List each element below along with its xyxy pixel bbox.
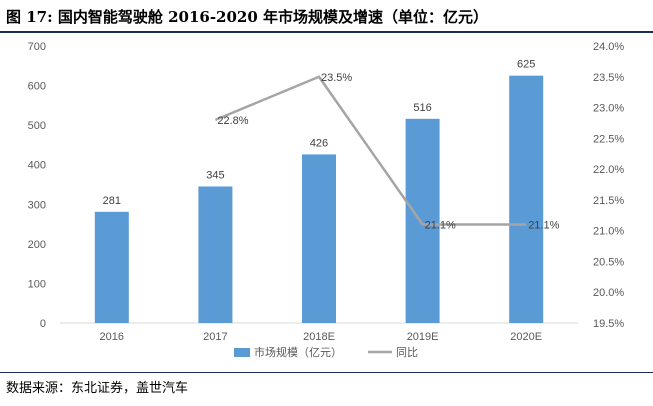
line-data-label: 21.1% [425,220,456,232]
bar-data-label: 345 [206,169,224,181]
x-tick-label: 2018E [303,331,335,343]
y-left-tick-label: 0 [40,318,46,330]
bar-data-label: 625 [517,59,535,71]
y-right-tick-label: 20.0% [593,287,624,299]
y-left-tick-label: 200 [28,239,46,251]
legend-label-bar: 市场规模（亿元） [254,345,342,359]
y-left-tick-label: 700 [28,41,46,53]
y-right-tick-label: 23.5% [593,72,624,84]
bar [509,75,544,323]
data-source: 数据来源：东北证券，盖世汽车 [6,381,189,396]
y-left-tick-label: 100 [28,278,46,290]
legend-swatch-bar [234,348,250,357]
line-data-label: 23.5% [321,72,352,84]
legend-label-line: 同比 [396,346,418,359]
x-tick-label: 2020E [510,331,542,343]
x-tick-label: 2016 [100,331,124,343]
figure-title: 图 17: 国内智能驾驶舱 2016-2020 年市场规模及增速（单位：亿元） [6,8,489,26]
y-left-tick-label: 300 [28,199,46,211]
y-right-tick-label: 19.5% [593,318,624,330]
y-left-tick-label: 500 [28,120,46,132]
y-right-tick-label: 22.5% [593,133,624,145]
y-right-tick-label: 21.5% [593,195,624,207]
bar [94,211,129,323]
combo-chart: 0 100 200 300 400 500 600 700 19.5% 20.0% 20.5% 21.… [28,41,625,359]
bar-data-label: 516 [413,102,431,114]
bar [405,118,440,323]
chart-area: 0 100 200 300 400 500 600 700 19.5% 20.0% 20.5% 21.… [0,34,653,370]
bottom-rule [0,372,653,373]
y-left-tick-label: 600 [28,81,46,93]
x-tick-label: 2017 [203,331,227,343]
bar [198,186,233,323]
y-left-tick-label: 400 [28,160,46,172]
line-yoy [214,75,527,226]
bar-data-label: 426 [310,137,328,149]
y-right-tick-label: 21.0% [593,226,624,238]
line-data-label: 22.8% [217,115,248,127]
title-rule [0,31,653,33]
bar [302,154,336,323]
y-right-tick-label: 24.0% [593,41,624,53]
x-tick-label: 2019E [407,331,439,343]
y-right-tick-label: 22.0% [593,164,624,176]
bar-data-label: 281 [103,195,121,207]
line-data-label: 21.1% [528,220,559,232]
y-right-tick-label: 20.5% [593,256,624,268]
y-right-tick-label: 23.0% [593,103,624,115]
